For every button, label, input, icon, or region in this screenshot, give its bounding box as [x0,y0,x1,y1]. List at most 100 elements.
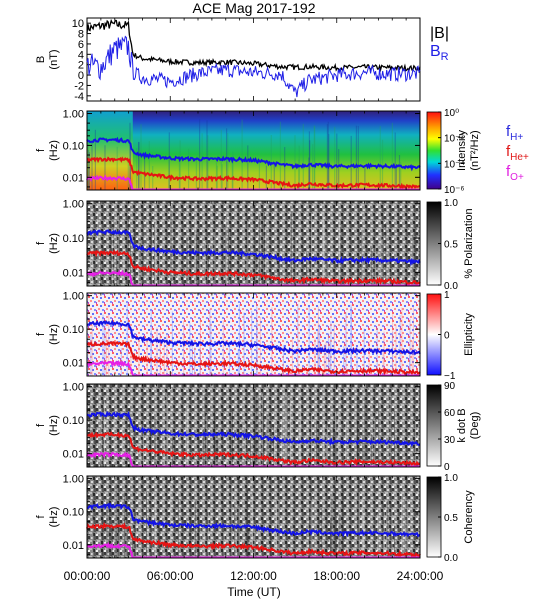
colorbar-label: Ellipticity [463,313,475,356]
spectrogram-streak [306,252,308,286]
spectrogram-streak [152,513,154,558]
spectrogram-streak [207,507,210,558]
line-f-he [86,431,421,467]
panel-coherency: 1.00 0.10 0.01 f (Hz) 1.0 0.5 0.0 Coherency [35,473,475,564]
colorbar-tick-label: 60 [444,408,456,419]
spectrogram-streak [380,224,382,286]
y-tick-label: 0.01 [63,449,84,461]
spectrogram-streak [274,420,276,467]
spectrogram-streak [232,410,234,467]
spectrogram-streak [410,255,412,286]
spectrogram-streak [294,135,296,190]
spectrogram-streak [342,488,344,558]
spectrogram-streak [199,245,201,286]
spectrogram-streak [90,334,92,376]
spectrogram-streak [374,248,376,286]
spectrogram-streak [89,251,91,286]
colorbar-tick-label: 90 [444,381,456,392]
spectrogram-streak [338,219,340,286]
spectrogram-streak [146,341,148,376]
spectrogram-streak [335,516,337,558]
spectrogram-streak [101,504,103,558]
spectrogram-streak [206,120,208,190]
chart-title: ACE Mag 2017-192 [193,0,316,16]
spectrogram-streak [194,500,197,558]
y-tick-label: 4 [78,49,84,61]
spectrogram-streak [244,423,246,467]
legend-f-item: fHe+ [506,143,529,163]
colorbar: 1.0 0.5 0.0 % Polarization [426,198,475,292]
spectrogram-streak [108,314,110,376]
f-legend: fH+fHe+fO+ [506,123,529,183]
spectrogram-streak [104,145,106,190]
spectrogram-streak [168,158,170,190]
spectrogram-streak [405,497,407,558]
spectrogram-streak [91,323,93,376]
spectrogram-streak [285,394,287,467]
y-axis-label: f [35,148,47,152]
spectrogram-streak [152,166,154,190]
spectrogram-streak [247,145,249,190]
spectrogram-streak [316,421,318,467]
spectrogram-streak [138,141,140,190]
spectrogram-streak [314,338,316,376]
spectrogram-streak [228,345,231,376]
spectrogram-streak [394,132,396,190]
spectrogram-streak [398,155,401,190]
y-tick-label: 0 [78,70,84,82]
spectrogram-streak [134,229,136,286]
spectrogram-streak [297,303,299,376]
spectrogram-streak [130,347,132,376]
spectrogram-streak [168,132,170,190]
spectrogram-streak [332,423,335,467]
spectrogram-streak [393,411,396,467]
spectrogram-streak [202,429,205,467]
spectrogram-streak [400,162,402,190]
spectrogram-streak [357,125,359,190]
spectrogram-streak [329,341,331,376]
colorbar-label: Intensity [456,130,468,171]
spectrogram-streak [207,135,209,190]
spectrogram-streak [191,347,193,376]
spectrogram-streak [92,519,94,558]
spectrogram-streak [284,147,286,190]
panel-frame [86,17,421,102]
spectrogram-streak [210,321,212,376]
spectrogram-streak [412,306,414,376]
y-tick-label: 0.10 [63,507,84,519]
spectrogram-streak [227,133,229,190]
spectrogram-streak [237,512,239,558]
spectrogram-streak [125,524,127,558]
spectrogram-streak [108,498,110,558]
y-axis-unit: (Hz) [48,324,60,345]
spectrogram-streak [340,223,342,286]
spectrogram-streak [288,396,290,467]
spectrogram-streak [166,393,168,467]
y-tick-label: -4 [74,91,84,103]
spectrogram-streak [271,307,273,376]
y-tick-label: 0.01 [63,358,84,370]
spectrogram-streak [246,252,248,286]
spectrogram-streak [350,135,352,190]
spectrogram-streak [336,133,338,190]
spectrogram-streak [401,307,403,376]
y-tick-label: 0.01 [63,267,84,279]
spectrogram-streak [204,528,206,558]
spectrogram-streak [334,487,337,558]
colorbar-unit: (nT²/Hz) [469,130,481,170]
spectrogram-streak [196,230,198,286]
y-tick-label: 2 [78,60,84,72]
spectrogram-streak [382,348,384,376]
spectrogram-streak [312,497,314,558]
series-b-r [86,35,421,98]
y-tick-label: 6 [78,39,84,51]
spectrogram-streak [383,530,385,558]
spectrogram-streak [227,228,229,286]
x-tick-label: 24:00:00 [397,569,444,583]
spectrogram-streak [105,331,108,376]
spectrogram-streak [345,312,347,376]
y-axis-unit: (Hz) [48,140,60,161]
y-tick-label: 10 [72,18,84,30]
spectrogram-streak [197,515,199,558]
spectrogram-streak [327,121,329,190]
